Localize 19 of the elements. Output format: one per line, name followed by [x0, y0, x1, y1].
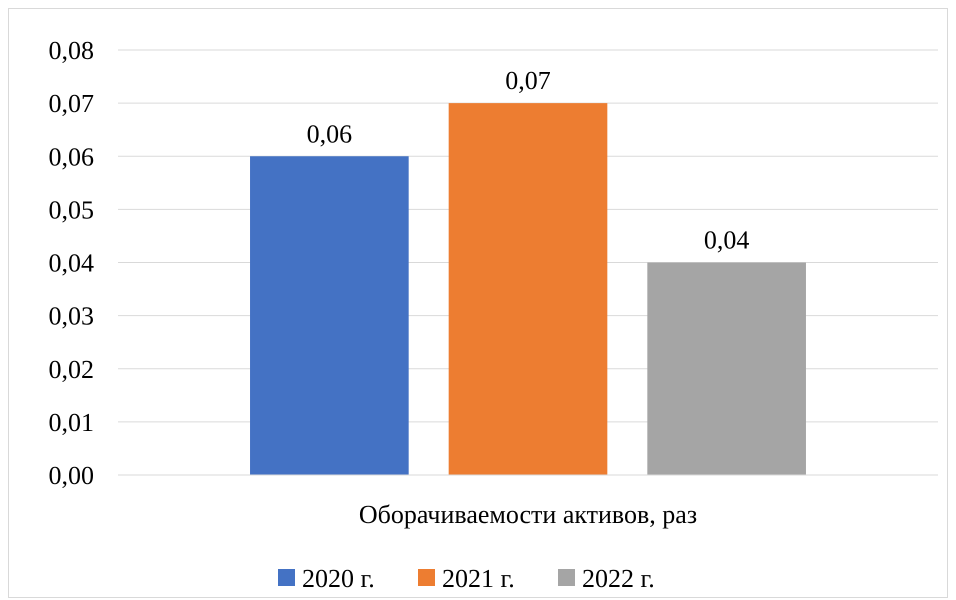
y-tick-label: 0,06 [48, 142, 94, 172]
data-label: 0,04 [704, 226, 750, 254]
y-tick-label: 0,07 [48, 89, 94, 118]
bar [250, 156, 409, 475]
bar [647, 262, 806, 475]
x-tick-label: Оборачиваемости активов, раз [358, 500, 698, 529]
y-tick-label: 0,08 [48, 36, 94, 66]
y-tick-label: 0,03 [48, 302, 94, 331]
y-tick-label: 0,05 [48, 195, 94, 224]
legend-label: 2020 г. [302, 564, 375, 594]
y-tick-label: 0,04 [48, 248, 94, 278]
bar [448, 103, 608, 475]
data-label: 0,06 [306, 119, 352, 148]
legend-label: 2022 г. [582, 564, 655, 594]
data-label: 0,07 [505, 66, 551, 96]
y-tick-label: 0,01 [48, 408, 94, 437]
y-tick-label: 0,02 [48, 354, 94, 384]
legend-label: 2021 г. [442, 564, 515, 594]
y-tick-label: 0,00 [48, 461, 94, 490]
